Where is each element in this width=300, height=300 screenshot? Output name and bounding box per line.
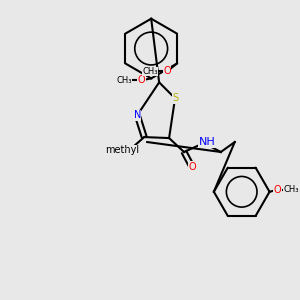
Text: CH₃: CH₃	[117, 76, 132, 85]
Text: methyl: methyl	[105, 145, 140, 155]
Text: S: S	[172, 93, 178, 103]
Text: methyl: methyl	[125, 148, 130, 149]
Text: O: O	[188, 162, 196, 172]
Text: O: O	[137, 75, 145, 85]
Text: NH: NH	[199, 137, 215, 147]
Text: CH₃: CH₃	[142, 67, 158, 76]
Text: O: O	[274, 185, 281, 195]
Text: O: O	[163, 66, 171, 76]
Text: N: N	[134, 110, 141, 120]
Text: CH₃: CH₃	[284, 185, 299, 194]
